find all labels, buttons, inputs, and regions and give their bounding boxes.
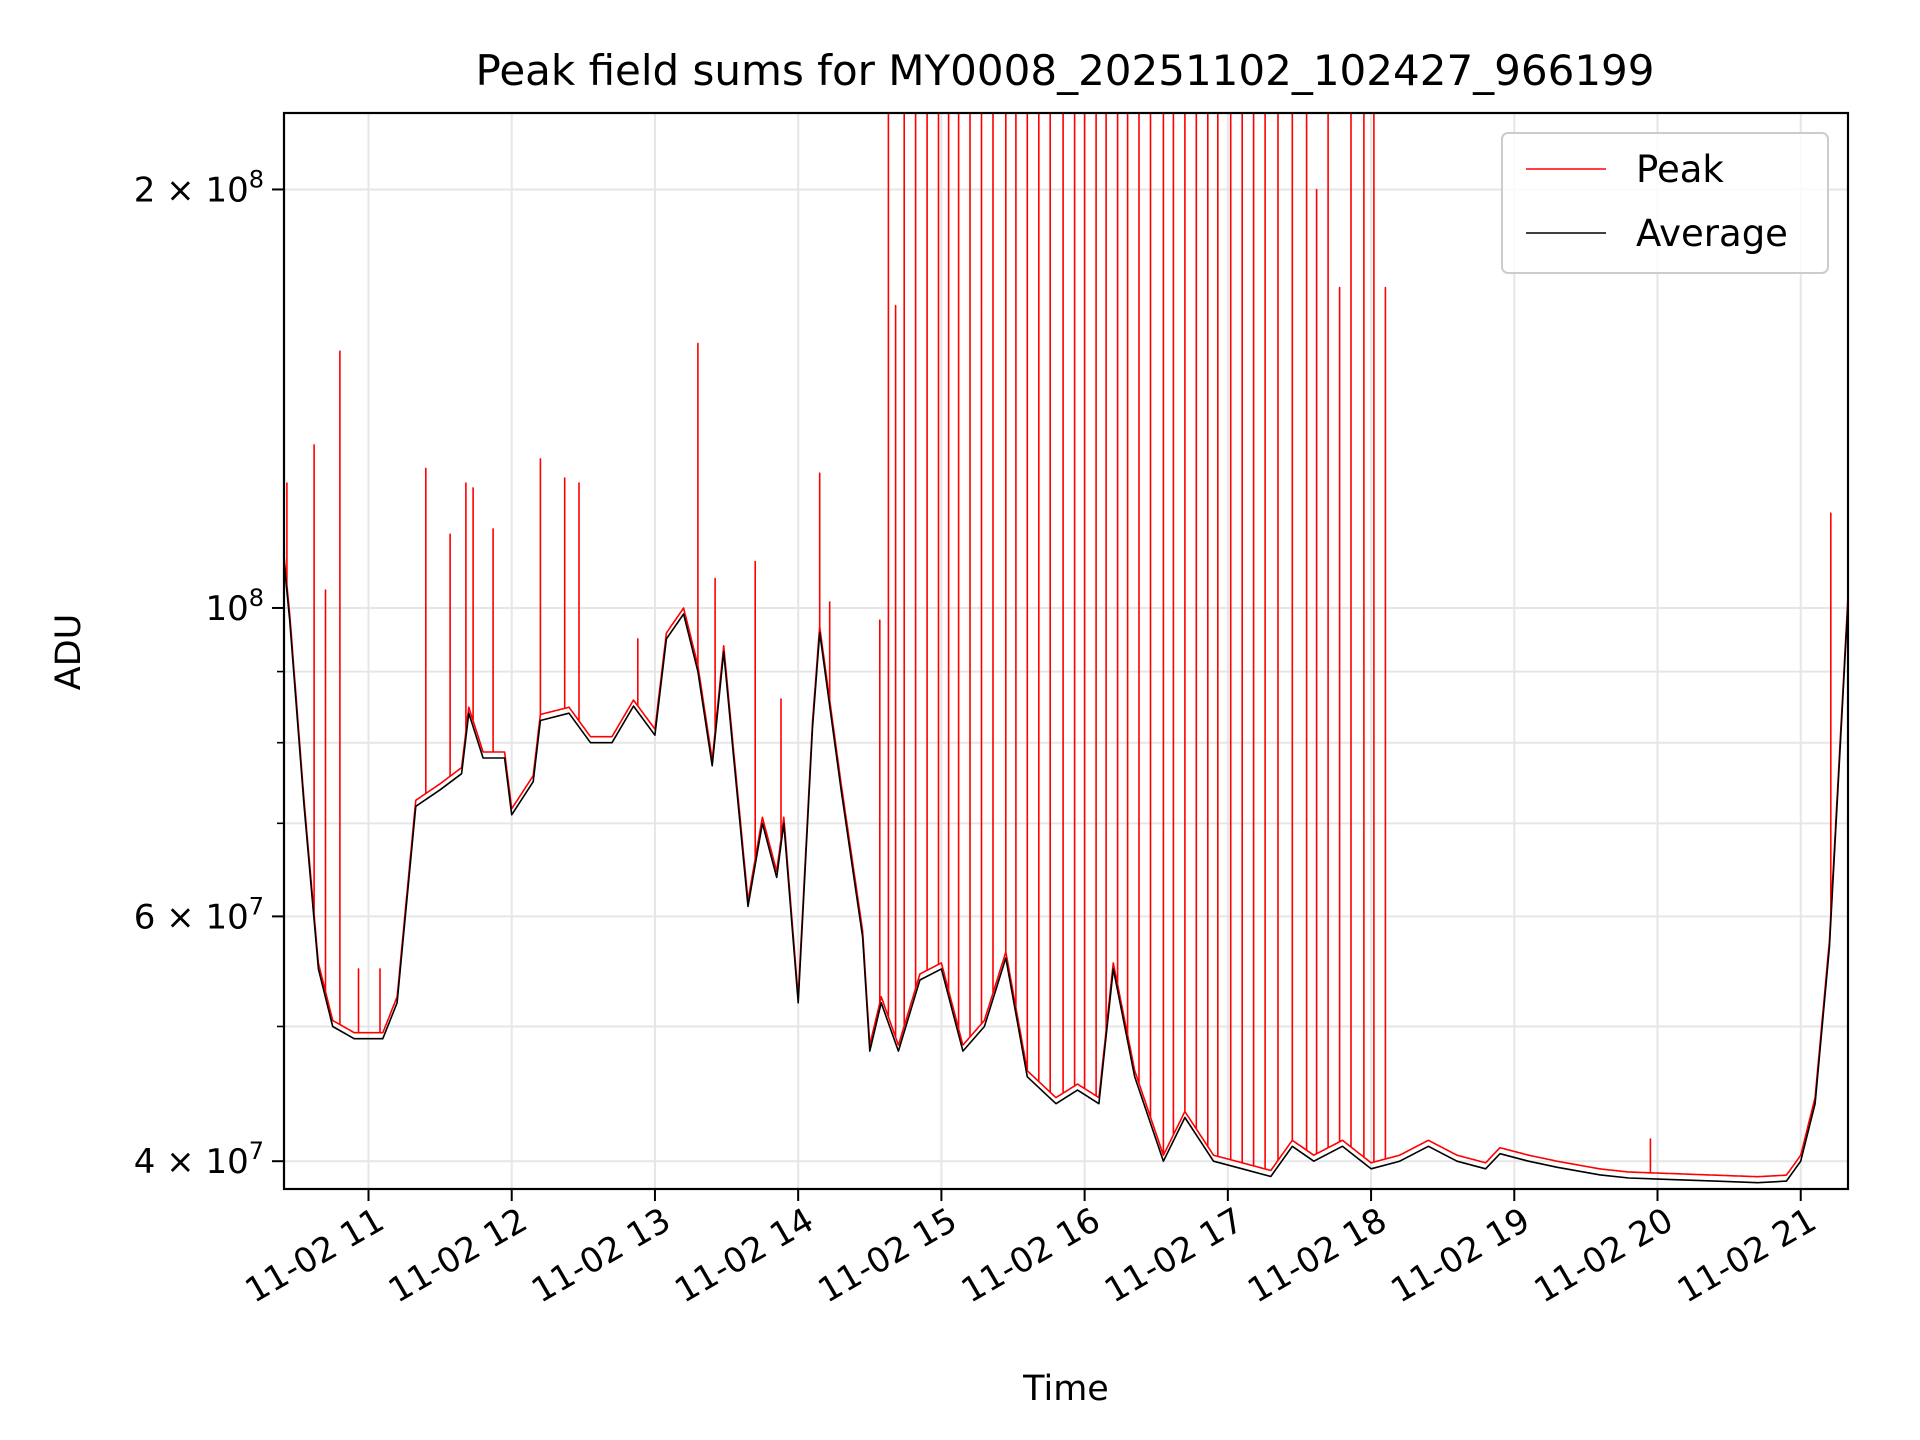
x-axis-label: Time xyxy=(1022,1369,1109,1409)
series-line-average xyxy=(284,561,1848,1184)
y-tick-label: 6 × 107 xyxy=(134,892,264,937)
legend-label-average: Average xyxy=(1636,212,1788,255)
y-tick-label: 2 × 108 xyxy=(134,165,264,210)
y-tick-label: 108 xyxy=(205,584,264,629)
y-axis: 4 × 107 6 × 107 108 2 × 108 xyxy=(134,165,284,1182)
legend: Peak Average xyxy=(1501,132,1829,274)
series-line-peak xyxy=(284,113,1848,1178)
y-tick-label: 4 × 107 xyxy=(134,1137,264,1182)
legend-label-peak: Peak xyxy=(1636,148,1724,191)
plot-frame xyxy=(282,111,1850,1191)
chart-title: Peak field sums for MY0008_20251102_1024… xyxy=(475,46,1654,95)
series-layer xyxy=(284,113,1848,1184)
legend-box xyxy=(1501,132,1829,274)
y-axis-label: ADU xyxy=(49,614,89,691)
